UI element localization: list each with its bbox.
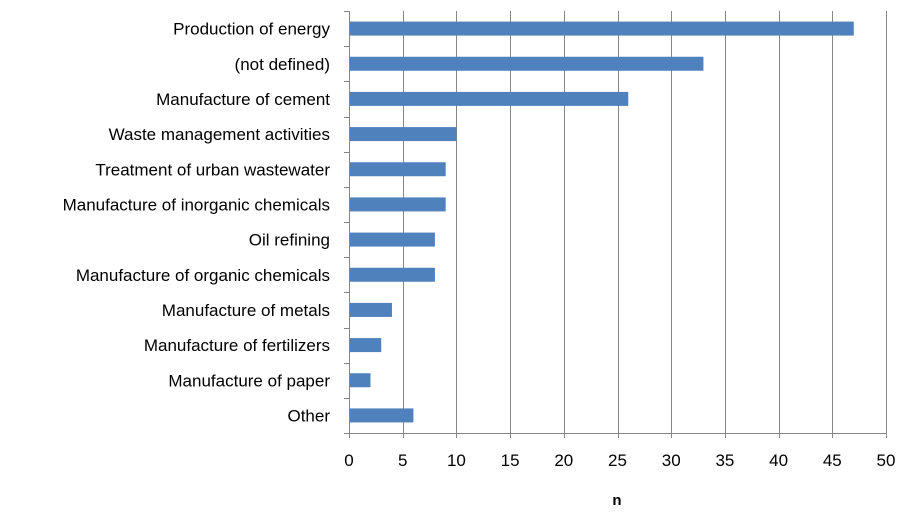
x-tick-label: 10 bbox=[447, 451, 466, 470]
bar bbox=[350, 373, 371, 388]
bar bbox=[350, 56, 704, 71]
x-tick-label: 35 bbox=[715, 451, 734, 470]
x-tick-label: 40 bbox=[769, 451, 788, 470]
gridlines bbox=[403, 11, 887, 433]
bar bbox=[350, 21, 854, 36]
category-labels: Production of energy (not defined) Manufac… bbox=[63, 20, 331, 426]
category-label: (not defined) bbox=[235, 55, 330, 74]
x-axis-title: n bbox=[612, 492, 621, 509]
category-label: Manufacture of cement bbox=[156, 90, 330, 109]
bar bbox=[350, 162, 446, 177]
category-label: Manufacture of inorganic chemicals bbox=[63, 195, 330, 214]
x-tick-label: 20 bbox=[554, 451, 573, 470]
bar bbox=[350, 302, 392, 317]
axes bbox=[344, 11, 887, 438]
x-tick-label: 0 bbox=[344, 451, 353, 470]
x-tick-label: 5 bbox=[398, 451, 407, 470]
bar bbox=[350, 338, 382, 353]
category-label: Oil refining bbox=[249, 231, 330, 250]
category-label: Manufacture of organic chemicals bbox=[76, 266, 330, 285]
category-label: Manufacture of metals bbox=[162, 301, 330, 320]
x-tick-labels: 0 5 10 15 20 25 30 35 40 45 50 bbox=[344, 451, 895, 470]
bar bbox=[350, 408, 414, 423]
x-tick-label: 15 bbox=[501, 451, 520, 470]
x-tick-label: 30 bbox=[662, 451, 681, 470]
bar bbox=[350, 91, 629, 106]
bars bbox=[350, 21, 854, 423]
bar bbox=[350, 232, 435, 247]
category-label: Other bbox=[287, 406, 330, 425]
bar bbox=[350, 197, 446, 212]
bar bbox=[350, 267, 435, 282]
category-label: Production of energy bbox=[173, 20, 330, 39]
category-label: Manufacture of fertilizers bbox=[144, 336, 330, 355]
x-tick-label: 50 bbox=[877, 451, 896, 470]
bar bbox=[350, 127, 457, 142]
category-label: Waste management activities bbox=[109, 125, 330, 144]
category-label: Treatment of urban wastewater bbox=[95, 160, 330, 179]
x-tick-label: 45 bbox=[823, 451, 842, 470]
category-label: Manufacture of paper bbox=[168, 371, 330, 390]
x-tick-label: 25 bbox=[608, 451, 627, 470]
